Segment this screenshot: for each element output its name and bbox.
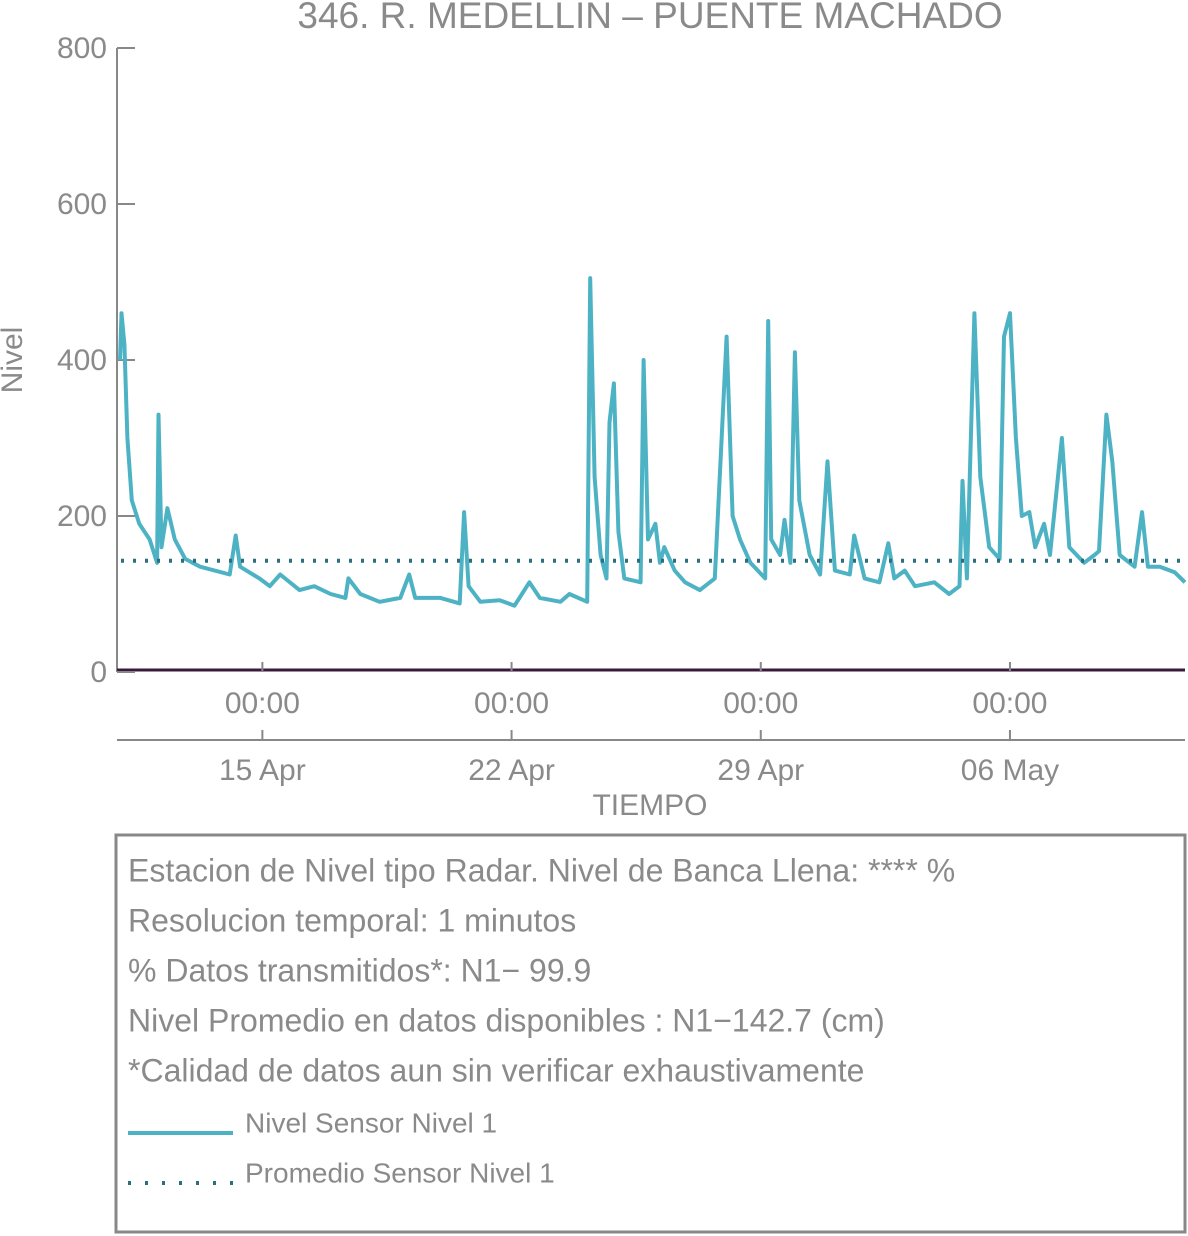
y-tick-label: 400 [57, 344, 107, 377]
legend-box [114, 833, 1187, 1234]
x-date-label: 29 Apr [717, 754, 804, 787]
x-date-label: 06 May [961, 754, 1059, 787]
x-tick-label: 00:00 [972, 687, 1047, 720]
x-axis-label: TIEMPO [592, 789, 707, 822]
note: Nivel Promedio en datos disponibles : N1… [128, 1002, 885, 1038]
y-tick-label: 0 [90, 656, 107, 689]
y-axis-label: Nivel [0, 327, 29, 394]
chart-title: 346. R. MEDELLIN – PUENTE MACHADO [297, 0, 1002, 36]
note: Estacion de Nivel tipo Radar. Nivel de B… [128, 852, 955, 888]
y-tick-label: 200 [57, 500, 107, 533]
legend-label: Nivel Sensor Nivel 1 [245, 1107, 497, 1138]
level-line [118, 276, 1187, 608]
x-tick-label: 00:00 [474, 687, 549, 720]
x-date-label: 15 Apr [219, 754, 306, 787]
note: % Datos transmitidos*: N1− 99.9 [128, 952, 591, 988]
legend-label: Promedio Sensor Nivel 1 [245, 1157, 555, 1188]
y-tick-label: 800 [57, 32, 107, 65]
note: Resolucion temporal: 1 minutos [128, 902, 576, 938]
x-tick-label: 00:00 [723, 687, 798, 720]
x-tick-label: 00:00 [225, 687, 300, 720]
note: *Calidad de datos aun sin verificar exha… [128, 1052, 864, 1088]
y-tick-label: 600 [57, 188, 107, 221]
x-date-label: 22 Apr [468, 754, 555, 787]
